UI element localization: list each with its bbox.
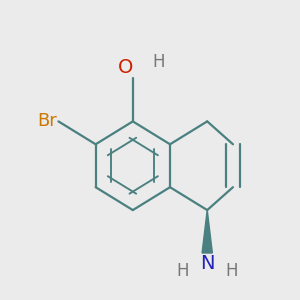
- Text: H: H: [226, 262, 238, 280]
- Polygon shape: [202, 210, 212, 253]
- Text: N: N: [200, 254, 214, 273]
- Text: H: H: [176, 262, 189, 280]
- Text: Br: Br: [37, 112, 57, 130]
- Text: O: O: [118, 58, 133, 77]
- Text: H: H: [153, 53, 165, 71]
